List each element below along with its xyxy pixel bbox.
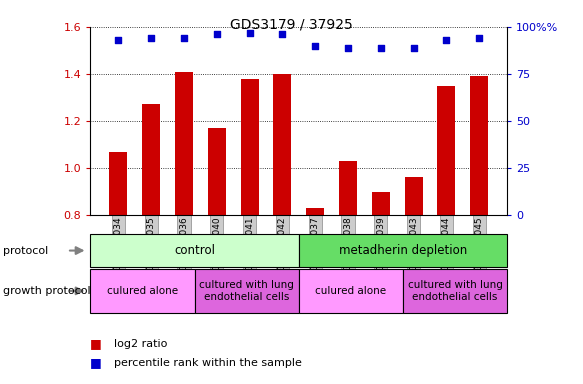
Bar (372, 192, 390, 215)
Text: protocol: protocol (3, 245, 52, 256)
Text: ■: ■ (90, 337, 102, 350)
Bar (90, 269, 195, 313)
Bar (405, 177, 423, 215)
Text: log2 ratio: log2 ratio (114, 339, 167, 349)
Bar (437, 86, 455, 215)
Bar (208, 128, 226, 215)
Bar (175, 71, 193, 215)
Bar (298, 269, 403, 313)
Text: ■: ■ (90, 356, 102, 369)
Point (180, 35, 189, 41)
Text: culured alone: culured alone (315, 286, 387, 296)
Bar (110, 152, 127, 215)
Point (311, 43, 320, 49)
Point (442, 37, 451, 43)
Bar (403, 269, 507, 313)
Text: GDS3179 / 37925: GDS3179 / 37925 (230, 17, 353, 31)
Text: culured alone: culured alone (107, 286, 178, 296)
Text: growth protocol: growth protocol (3, 286, 94, 296)
Bar (241, 79, 259, 215)
Text: control: control (174, 244, 215, 257)
Bar (339, 161, 357, 215)
Text: metadherin depletion: metadherin depletion (339, 244, 467, 257)
Text: percentile rank within the sample: percentile rank within the sample (114, 358, 301, 368)
Point (278, 31, 287, 38)
Bar (470, 76, 488, 215)
Point (146, 35, 156, 41)
Point (409, 45, 418, 51)
Point (114, 37, 123, 43)
Bar (306, 208, 324, 215)
Bar (195, 269, 298, 313)
Point (245, 30, 254, 36)
Point (475, 35, 484, 41)
Text: cultured with lung
endothelial cells: cultured with lung endothelial cells (199, 280, 294, 302)
Bar (90, 234, 298, 267)
Point (376, 45, 385, 51)
Point (343, 45, 353, 51)
Bar (273, 74, 292, 215)
Point (212, 31, 222, 38)
Bar (142, 104, 160, 215)
Text: cultured with lung
endothelial cells: cultured with lung endothelial cells (408, 280, 503, 302)
Bar (298, 234, 507, 267)
